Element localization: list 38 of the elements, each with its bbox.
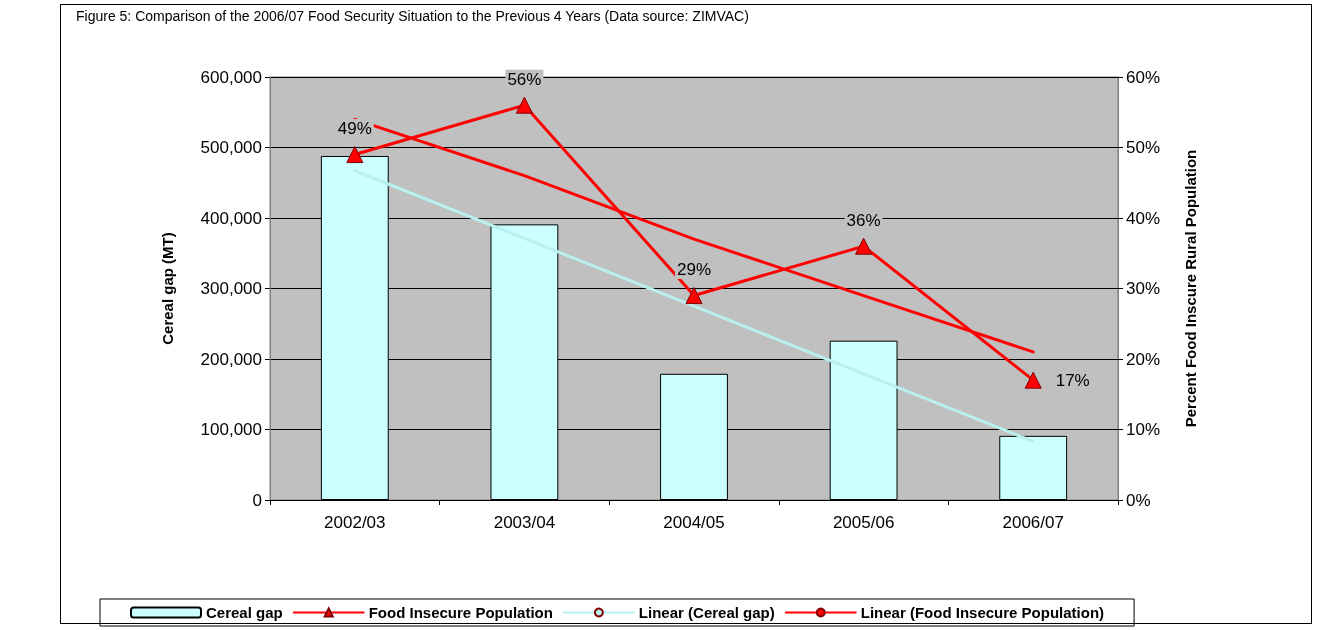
legend-label: Cereal gap bbox=[206, 604, 283, 621]
y2-tick-label: 50% bbox=[1126, 138, 1161, 157]
point bbox=[685, 287, 703, 305]
y2-axis-title: Percent Food Inscure Rural Population bbox=[1182, 149, 1199, 428]
point bbox=[855, 237, 873, 255]
y-tick-label: 400,000 bbox=[200, 208, 262, 228]
x-tick-label: 2006/07 bbox=[1002, 513, 1064, 532]
data-label: 49% bbox=[337, 119, 372, 139]
y2-tick-label: 30% bbox=[1126, 279, 1161, 298]
x-tick-label: 2005/06 bbox=[832, 513, 895, 532]
y2-tick-label: 20% bbox=[1126, 349, 1161, 369]
x-tick-label: 2004/05 bbox=[663, 513, 725, 532]
y-axis-title: Cereal gap (MT) bbox=[159, 232, 176, 345]
legend-label: Food Insecure Population bbox=[368, 604, 553, 621]
y2-tick-label: 0% bbox=[1126, 490, 1151, 510]
y2-tick-label: 60% bbox=[1126, 67, 1161, 87]
data-label: 56% bbox=[507, 69, 542, 89]
point bbox=[1024, 371, 1042, 389]
x-tick-label: 2002/03 bbox=[324, 513, 386, 532]
legend-label: Linear (Cereal gap) bbox=[638, 604, 775, 621]
y-tick-label: 500,000 bbox=[200, 138, 262, 157]
data-label: 29% bbox=[676, 260, 712, 280]
legend-label: Linear (Food Insecure Population) bbox=[860, 604, 1105, 621]
data-label: 36% bbox=[846, 210, 881, 230]
point bbox=[346, 146, 364, 164]
y-tick-label: 600,000 bbox=[200, 67, 262, 87]
y-tick-label: 100,000 bbox=[200, 420, 262, 439]
x-tick-label: 2003/04 bbox=[493, 513, 556, 532]
chart-title: Figure 5: Comparison of the 2006/07 Food Security Situation to the Previous 4 Years (Data source: ZIMVAC) bbox=[76, 8, 749, 24]
point bbox=[515, 96, 533, 114]
bar bbox=[999, 435, 1068, 500]
line-series bbox=[353, 169, 1035, 443]
y-tick-label: 200,000 bbox=[200, 349, 262, 369]
y-tick-label: 300,000 bbox=[200, 279, 262, 298]
y2-tick-label: 10% bbox=[1126, 420, 1161, 439]
y2-tick-label: 40% bbox=[1126, 208, 1161, 228]
data-label: 17% bbox=[1055, 370, 1090, 390]
y-tick-label: 0 bbox=[252, 490, 262, 510]
